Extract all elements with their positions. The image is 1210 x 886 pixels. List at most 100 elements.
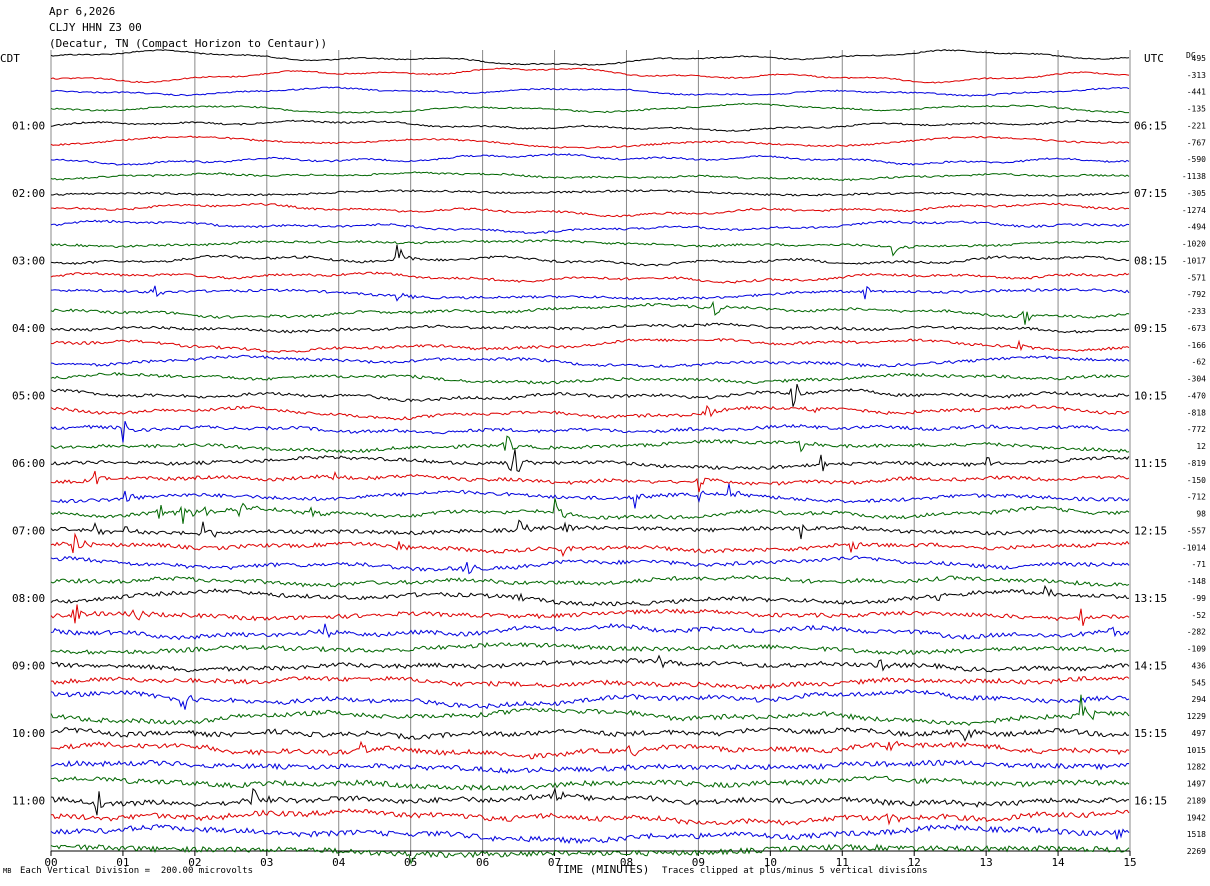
dc-offset-label: -1014 xyxy=(1182,543,1206,552)
utc-hour-label: 06:15 xyxy=(1134,119,1167,132)
dc-offset-label: -150 xyxy=(1187,476,1206,485)
dc-offset-label: -166 xyxy=(1187,341,1206,350)
x-tick-label: 08 xyxy=(620,856,633,869)
seismic-trace xyxy=(50,824,1130,845)
cdt-hour-label: 04:00 xyxy=(12,322,45,335)
cdt-hour-label: 07:00 xyxy=(12,524,45,537)
dc-offset-label: 497 xyxy=(1192,729,1207,738)
dc-offset-label: -109 xyxy=(1187,645,1206,654)
seismic-trace xyxy=(50,322,1130,334)
seismic-trace xyxy=(50,623,1130,641)
dc-offset-label: -71 xyxy=(1192,560,1207,569)
dc-offset-label: -767 xyxy=(1187,138,1206,147)
seismic-trace xyxy=(50,759,1130,775)
seismic-trace xyxy=(50,449,1130,473)
seismic-trace xyxy=(50,498,1130,524)
cdt-hour-label: 03:00 xyxy=(12,254,45,267)
utc-hour-label: 13:15 xyxy=(1134,592,1167,605)
seismic-trace xyxy=(51,202,1130,218)
seismic-trace xyxy=(50,171,1130,182)
dc-offset-label: -233 xyxy=(1187,307,1206,316)
seismic-trace xyxy=(50,189,1130,197)
dc-offset-label: -494 xyxy=(1187,223,1206,232)
seismic-trace xyxy=(50,219,1130,234)
x-tick-label: 07 xyxy=(548,856,561,869)
dc-offset-label: -1017 xyxy=(1182,256,1206,265)
dc-offset-label: -470 xyxy=(1187,391,1206,400)
cdt-hour-label: 11:00 xyxy=(12,794,45,807)
cdt-hour-label: 01:00 xyxy=(12,119,45,132)
seismic-trace xyxy=(50,371,1130,385)
cdt-hour-label: 10:00 xyxy=(12,727,45,740)
seismic-trace xyxy=(50,555,1130,575)
utc-hour-label: 16:15 xyxy=(1134,794,1167,807)
cdt-hour-label: 09:00 xyxy=(12,659,45,672)
utc-hour-label: 10:15 xyxy=(1134,389,1167,402)
dc-offset-label: 1015 xyxy=(1187,746,1206,755)
dc-offset-label: 1518 xyxy=(1187,830,1206,839)
seismic-trace xyxy=(50,337,1130,353)
x-tick-label: 13 xyxy=(980,856,993,869)
seismic-trace xyxy=(50,654,1130,673)
dc-offset-header: DC xyxy=(1186,51,1196,60)
dc-offset-label: -62 xyxy=(1192,358,1207,367)
dc-offset-label: -282 xyxy=(1187,628,1206,637)
seismic-trace xyxy=(50,843,1130,865)
x-tick-label: 15 xyxy=(1123,856,1136,869)
plot-date: Apr 6,2026 xyxy=(49,5,116,18)
seismic-trace xyxy=(51,740,1130,760)
seismic-trace xyxy=(50,135,1130,149)
seismic-trace xyxy=(50,239,1130,257)
scale-note: Each Vertical Division = 200.00 microvol… xyxy=(20,866,253,876)
cdt-hour-label: 08:00 xyxy=(12,592,45,605)
dc-offset-label: -304 xyxy=(1187,375,1206,384)
seismic-trace xyxy=(50,383,1130,407)
dc-offset-label: -792 xyxy=(1187,290,1206,299)
seismic-trace xyxy=(50,244,1130,267)
dc-offset-label: -772 xyxy=(1187,425,1206,434)
dc-offset-label: -148 xyxy=(1187,577,1206,586)
dc-offset-label: -1274 xyxy=(1182,206,1206,215)
seismic-trace xyxy=(51,775,1130,792)
utc-hour-label: 14:15 xyxy=(1134,659,1167,672)
dc-offset-label: -819 xyxy=(1187,459,1206,468)
corner-mark: MB xyxy=(3,867,12,875)
utc-hour-label: 08:15 xyxy=(1134,254,1167,267)
dc-offset-label: -590 xyxy=(1187,155,1206,164)
dc-offset-label: -1020 xyxy=(1182,240,1206,249)
dc-offset-label: -1138 xyxy=(1182,172,1206,181)
dc-offset-label: 12 xyxy=(1196,442,1206,451)
cdt-hour-label: 06:00 xyxy=(12,457,45,470)
seismic-trace xyxy=(50,271,1130,284)
dc-offset-label: -99 xyxy=(1192,594,1207,603)
dc-offset-label: 1942 xyxy=(1187,813,1206,822)
dc-offset-label: -673 xyxy=(1187,324,1206,333)
seismic-trace xyxy=(50,119,1130,132)
x-tick-label: 10 xyxy=(764,856,777,869)
x-tick-label: 06 xyxy=(476,856,489,869)
seismic-trace xyxy=(50,532,1130,558)
x-tick-label: 01 xyxy=(116,856,129,869)
x-tick-label: 04 xyxy=(332,856,346,869)
x-tick-label: 03 xyxy=(260,856,273,869)
utc-hour-label: 15:15 xyxy=(1134,727,1167,740)
clip-note: Traces clipped at plus/minus 5 vertical … xyxy=(662,866,928,876)
seismic-trace xyxy=(50,470,1130,493)
right-timezone-label: UTC xyxy=(1144,52,1164,65)
cdt-hour-label: 02:00 xyxy=(12,187,45,200)
dc-offset-label: -135 xyxy=(1187,105,1206,114)
dc-offset-label: 2189 xyxy=(1187,796,1206,805)
dc-offset-label: 2269 xyxy=(1187,847,1206,856)
dc-offset-label: -221 xyxy=(1187,121,1206,130)
utc-hour-label: 12:15 xyxy=(1134,524,1167,537)
seismic-trace xyxy=(50,483,1130,509)
station-location: (Decatur, TN (Compact Horizon to Centaur… xyxy=(49,37,328,50)
dc-offset-label: 294 xyxy=(1192,695,1207,704)
header: Apr 6,2026 CLJY HHN Z3 00 (Decatur, TN (… xyxy=(49,4,327,52)
dc-offset-label: -52 xyxy=(1192,611,1207,620)
left-timezone-label: CDT xyxy=(0,52,20,65)
seismic-trace xyxy=(50,727,1130,742)
seismic-trace xyxy=(50,102,1129,114)
seismic-trace xyxy=(50,675,1130,690)
